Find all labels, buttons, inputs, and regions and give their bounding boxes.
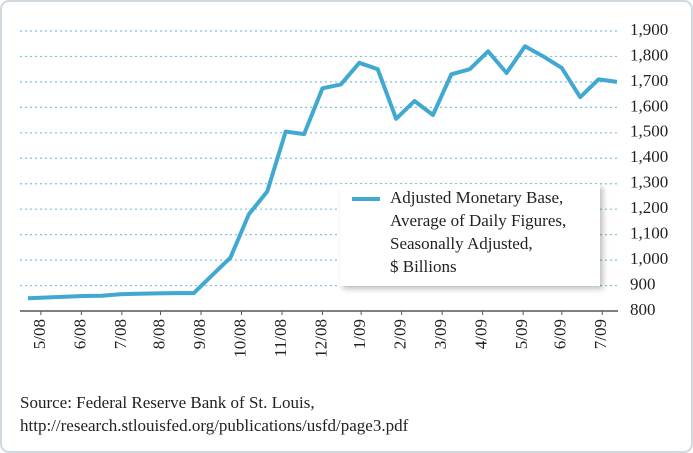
x-tick-label: 8/08 (149, 319, 168, 349)
x-tick-label: 5/08 (30, 319, 49, 349)
x-tick-label: 5/09 (512, 319, 531, 349)
x-tick-label: 7/09 (591, 319, 610, 349)
x-tick-label: 4/09 (472, 319, 491, 349)
y-tick-label: 1,500 (630, 122, 668, 141)
data-line (27, 44, 618, 301)
legend-label: Adjusted Monetary Base, (390, 188, 563, 207)
source: http://research.stlouisfed.org/publicati… (20, 416, 409, 435)
x-tick-label: 12/08 (311, 319, 330, 358)
y-tick-label: 1,700 (630, 71, 668, 90)
x-tick-label: 6/09 (551, 319, 570, 349)
source: Source: Federal Reserve Bank of St. Loui… (20, 393, 315, 412)
y-tick-label: 1,100 (630, 224, 668, 243)
x-tick-label: 1/09 (350, 319, 369, 349)
x-tick-label: 10/08 (230, 319, 249, 358)
x-tick-label: 9/08 (190, 319, 209, 349)
y-tick-label: 800 (630, 300, 656, 319)
x-tick-label: 11/08 (271, 319, 290, 357)
x-tick-label: 3/09 (431, 319, 450, 349)
x-tick-label: 6/08 (70, 319, 89, 349)
legend-label: Seasonally Adjusted, (390, 234, 533, 253)
y-tick-label: 1,200 (630, 198, 668, 217)
y-tick-label: 1,300 (630, 173, 668, 192)
y-tick-label: 1,000 (630, 249, 668, 268)
y-tick-label: 1,400 (630, 147, 668, 166)
x-tick-label: 2/09 (391, 319, 410, 349)
y-tick-label: 1,800 (630, 45, 668, 64)
legend-label: $ Billions (390, 257, 457, 276)
y-tick-label: 1,600 (630, 96, 668, 115)
y-tick-label: 900 (630, 274, 656, 293)
legend-box (340, 184, 600, 286)
x-tick-label: 7/08 (111, 319, 130, 349)
y-tick-label: 1,900 (630, 20, 668, 39)
legend-label: Average of Daily Figures, (390, 211, 566, 230)
